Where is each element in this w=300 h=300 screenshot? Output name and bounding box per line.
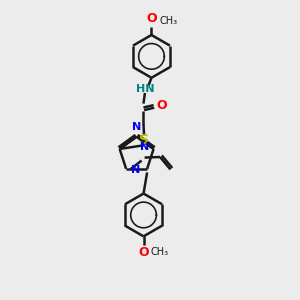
Text: S: S <box>139 133 149 147</box>
Text: O: O <box>138 246 149 259</box>
Text: N: N <box>131 165 140 176</box>
Text: N: N <box>132 122 141 133</box>
Text: O: O <box>146 13 157 26</box>
Text: CH₃: CH₃ <box>160 16 178 26</box>
Text: O: O <box>156 99 166 112</box>
Text: CH₃: CH₃ <box>150 247 168 257</box>
Text: HN: HN <box>136 84 154 94</box>
Text: N: N <box>140 142 149 152</box>
